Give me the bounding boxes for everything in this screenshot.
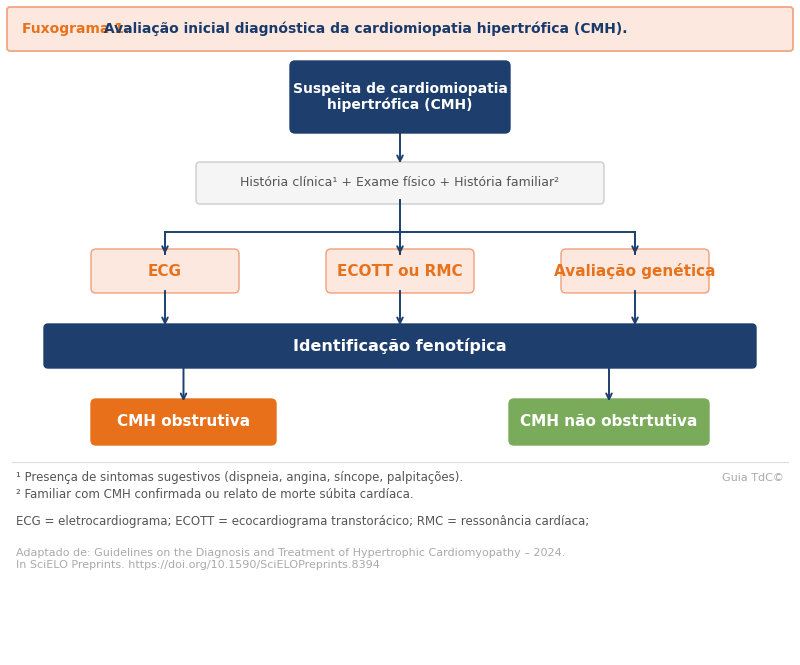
FancyBboxPatch shape xyxy=(290,61,510,133)
FancyBboxPatch shape xyxy=(196,162,604,204)
Text: Identificação fenotípica: Identificação fenotípica xyxy=(293,338,507,354)
Text: CMH não obstrtutiva: CMH não obstrtutiva xyxy=(520,414,698,430)
Text: Suspeita de cardiomiopatia
hipertrófica (CMH): Suspeita de cardiomiopatia hipertrófica … xyxy=(293,82,507,112)
FancyBboxPatch shape xyxy=(561,249,709,293)
Text: ² Familiar com CMH confirmada ou relato de morte súbita cardíaca.: ² Familiar com CMH confirmada ou relato … xyxy=(16,487,414,501)
FancyBboxPatch shape xyxy=(7,7,793,51)
Text: CMH obstrutiva: CMH obstrutiva xyxy=(117,414,250,430)
Text: ECOTT ou RMC: ECOTT ou RMC xyxy=(337,263,463,279)
Text: Avaliação genética: Avaliação genética xyxy=(554,263,716,279)
FancyBboxPatch shape xyxy=(326,249,474,293)
Text: Avaliação inicial diagnóstica da cardiomiopatia hipertrófica (CMH).: Avaliação inicial diagnóstica da cardiom… xyxy=(99,22,627,37)
FancyBboxPatch shape xyxy=(44,324,756,368)
FancyBboxPatch shape xyxy=(509,399,709,445)
Text: Adaptado de: Guidelines on the Diagnosis and Treatment of Hypertrophic Cardiomyo: Adaptado de: Guidelines on the Diagnosis… xyxy=(16,548,566,570)
FancyBboxPatch shape xyxy=(91,249,239,293)
Text: ¹ Presença de sintomas sugestivos (dispneia, angina, síncope, palpitações).: ¹ Presença de sintomas sugestivos (dispn… xyxy=(16,471,463,485)
Text: Fuxograma 1.: Fuxograma 1. xyxy=(22,22,130,36)
Text: Guia TdC©: Guia TdC© xyxy=(722,473,784,483)
FancyBboxPatch shape xyxy=(91,399,276,445)
Text: ECG: ECG xyxy=(148,263,182,279)
Text: ECG = eletrocardiograma; ECOTT = ecocardiograma transtorácico; RMC = ressonância: ECG = eletrocardiograma; ECOTT = ecocard… xyxy=(16,515,590,529)
Text: História clínica¹ + Exame físico + História familiar²: História clínica¹ + Exame físico + Histó… xyxy=(241,176,559,190)
